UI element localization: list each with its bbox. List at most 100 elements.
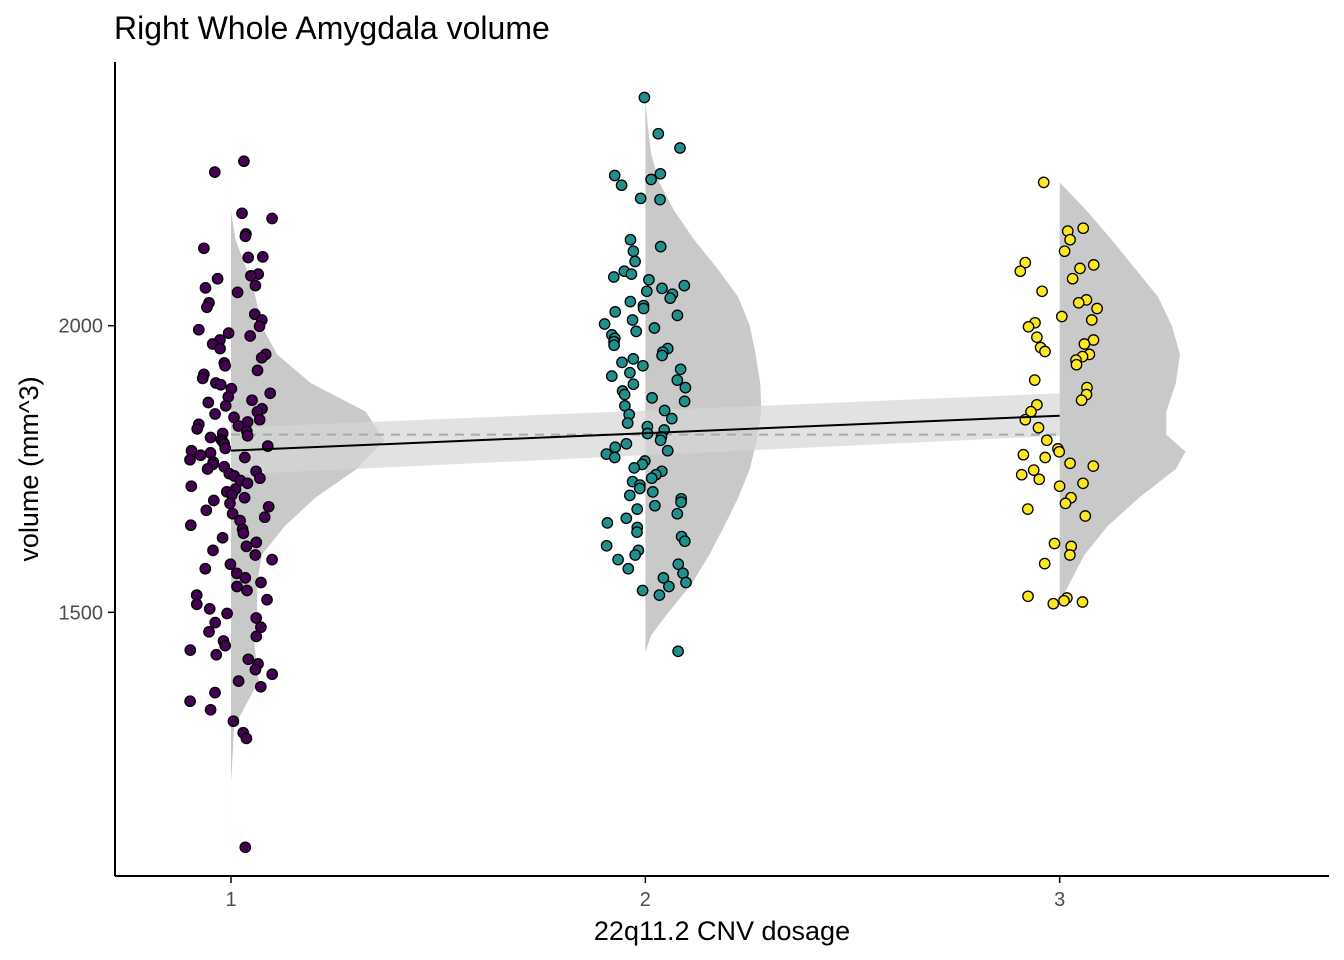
point-1-105 <box>203 603 216 615</box>
point-2-75 <box>646 486 659 498</box>
point-1-124 <box>204 703 217 716</box>
point-1-108 <box>209 616 222 629</box>
point-1-79 <box>207 494 220 507</box>
point-3-10 <box>1036 285 1048 298</box>
point-2-48 <box>618 388 631 401</box>
point-2-45 <box>627 378 640 391</box>
violin-1 <box>231 161 385 842</box>
point-3-46 <box>1053 480 1066 493</box>
y-tick-label-1500: 1500 <box>59 602 104 624</box>
point-1-91 <box>240 540 253 553</box>
point-3-18 <box>1031 331 1043 344</box>
point-2-30 <box>630 325 643 338</box>
point-1-92 <box>207 544 219 557</box>
point-2-74 <box>633 482 646 495</box>
point-3-55 <box>1022 590 1034 603</box>
point-2-37 <box>656 349 668 362</box>
point-2-63 <box>661 444 674 457</box>
point-2-78 <box>675 496 687 509</box>
point-2-55 <box>621 417 634 429</box>
point-2-76 <box>623 489 636 502</box>
ticks-layer: 1 2 3 1500 2000 <box>59 316 1066 911</box>
point-1-106 <box>221 607 233 620</box>
point-3-5 <box>1019 256 1032 269</box>
point-1-93 <box>249 549 262 561</box>
point-2-54 <box>665 412 678 425</box>
point-2-40 <box>637 359 649 372</box>
point-2-15 <box>607 271 620 283</box>
x-axis-title: 22q11.2 CNV dosage <box>594 916 850 946</box>
point-1-32 <box>196 372 209 385</box>
point-3-44 <box>1033 473 1046 486</box>
chart-title: Right Whole Amygdala volume <box>114 10 550 46</box>
point-1-43 <box>209 408 221 420</box>
point-1-11 <box>211 272 224 285</box>
point-1-99 <box>255 576 267 589</box>
point-2-46 <box>679 381 692 394</box>
point-1-121 <box>254 680 267 693</box>
point-3-51 <box>1048 537 1061 550</box>
point-2-50 <box>678 395 691 408</box>
point-2-19 <box>640 285 653 298</box>
point-3-49 <box>1021 503 1034 515</box>
point-2-27 <box>626 314 639 326</box>
point-1-8 <box>242 251 255 264</box>
point-2-71 <box>645 472 658 485</box>
point-2-61 <box>620 437 633 450</box>
point-2-90 <box>629 549 642 561</box>
point-2-14 <box>625 268 638 280</box>
point-1-81 <box>262 500 275 513</box>
point-1-62 <box>238 451 251 464</box>
point-1-27 <box>255 351 268 364</box>
point-2-12 <box>629 255 641 268</box>
point-1-74 <box>185 480 198 493</box>
point-2-34 <box>608 339 620 352</box>
point-2-28 <box>598 318 611 330</box>
point-2-92 <box>672 558 685 571</box>
point-3-43 <box>1015 468 1028 481</box>
point-3-14 <box>1055 310 1068 323</box>
violins-layer <box>231 97 1186 842</box>
point-1-100 <box>231 580 243 593</box>
point-3-40 <box>1064 457 1076 470</box>
point-1-107 <box>250 612 263 624</box>
point-3-41 <box>1087 460 1100 472</box>
point-2-41 <box>674 363 687 376</box>
point-2-79 <box>649 499 661 512</box>
point-3-22 <box>1039 345 1051 358</box>
point-1-127 <box>240 732 253 745</box>
point-3-37 <box>1053 445 1066 458</box>
point-2-39 <box>616 356 628 369</box>
point-3-53 <box>1064 549 1076 561</box>
point-2-1 <box>652 127 665 140</box>
point-1-5 <box>239 230 252 243</box>
point-2-4 <box>608 169 621 182</box>
point-3-1 <box>1077 222 1090 235</box>
point-2-24 <box>637 302 650 315</box>
point-1-95 <box>224 558 237 571</box>
point-3-17 <box>1022 320 1035 333</box>
point-2-98 <box>636 584 649 597</box>
point-2-29 <box>648 322 661 334</box>
point-3-48 <box>1059 497 1072 510</box>
point-3-35 <box>1040 434 1053 447</box>
point-3-9 <box>1066 272 1079 285</box>
point-3-45 <box>1077 477 1089 490</box>
point-1-39 <box>202 396 215 409</box>
x-tick-label-1: 1 <box>225 889 236 911</box>
point-2-65 <box>608 451 621 464</box>
point-2-43 <box>605 370 618 382</box>
point-1-52 <box>241 429 254 442</box>
point-1-110 <box>203 625 215 638</box>
point-2-8 <box>634 192 647 205</box>
y-tick-label-2000: 2000 <box>59 316 104 338</box>
point-2-5 <box>645 173 657 186</box>
point-3-54 <box>1038 557 1051 570</box>
point-1-19 <box>253 320 266 333</box>
point-3-27 <box>1028 374 1041 386</box>
point-3-50 <box>1079 510 1092 522</box>
point-3-59 <box>1047 597 1060 610</box>
point-2-25 <box>609 306 622 318</box>
point-2-3 <box>654 167 667 180</box>
point-1-115 <box>210 648 223 661</box>
